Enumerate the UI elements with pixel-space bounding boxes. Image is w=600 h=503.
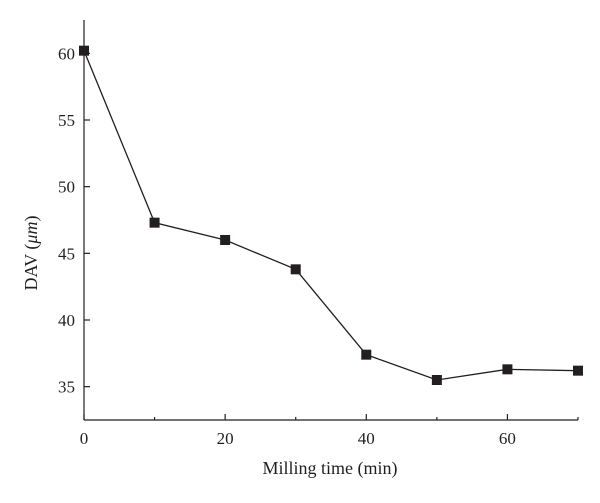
x-tick-label: 40 — [358, 429, 375, 448]
y-tick-label: 45 — [58, 244, 75, 263]
data-point — [220, 235, 231, 245]
data-point — [149, 217, 160, 228]
y-tick-label: 55 — [58, 111, 75, 130]
axes — [83, 20, 578, 421]
y-tick-label: 40 — [58, 311, 75, 330]
data-point — [290, 264, 301, 275]
data-point — [79, 45, 89, 56]
y-tick-label: 35 — [58, 378, 75, 397]
y-tick-label: 60 — [58, 44, 75, 63]
x-tick-label: 60 — [499, 429, 516, 448]
data-point — [431, 375, 442, 385]
x-axis-title: Milling time (min) — [263, 458, 398, 479]
y-tick-label: 50 — [58, 178, 75, 197]
x-tick-label: 20 — [217, 429, 234, 448]
tick-labels: 0 20 40 60 35 40 45 50 55 60 — [58, 44, 516, 448]
data-point — [502, 364, 513, 375]
series — [79, 45, 583, 385]
data-point — [573, 365, 583, 376]
series-line — [83, 50, 579, 381]
data-point — [361, 349, 372, 360]
ticks — [83, 52, 579, 420]
y-axis-title: DAV (μm) — [21, 216, 42, 291]
x-tick-label: 0 — [80, 429, 89, 448]
